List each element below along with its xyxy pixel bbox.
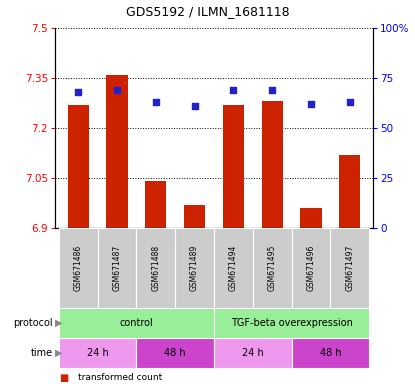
Bar [145, 181, 166, 228]
Point [308, 101, 314, 107]
Point [191, 103, 198, 109]
Text: control: control [120, 318, 153, 328]
Text: protocol: protocol [13, 318, 53, 328]
Text: GDS5192 / ILMN_1681118: GDS5192 / ILMN_1681118 [126, 5, 289, 18]
Point [152, 99, 159, 105]
Point [230, 87, 237, 93]
Bar [137, 338, 214, 368]
Bar [261, 101, 283, 228]
Text: time: time [31, 348, 53, 358]
Text: GSM671497: GSM671497 [345, 245, 354, 291]
Bar [223, 105, 244, 228]
Text: TGF-beta overexpression: TGF-beta overexpression [231, 318, 352, 328]
Text: GSM671488: GSM671488 [151, 245, 160, 291]
Bar [300, 208, 322, 228]
Bar [59, 338, 137, 368]
Bar [253, 228, 292, 308]
Text: ▶: ▶ [55, 318, 62, 328]
Bar [184, 205, 205, 228]
Bar [59, 308, 214, 338]
Bar [292, 228, 330, 308]
Bar [175, 228, 214, 308]
Bar [214, 308, 369, 338]
Text: ▶: ▶ [55, 348, 62, 358]
Text: GSM671494: GSM671494 [229, 245, 238, 291]
Bar [339, 155, 360, 228]
Text: GSM671495: GSM671495 [268, 245, 277, 291]
Text: 48 h: 48 h [320, 348, 341, 358]
Bar [330, 228, 369, 308]
Text: GSM671496: GSM671496 [306, 245, 315, 291]
Text: 48 h: 48 h [164, 348, 186, 358]
Text: 24 h: 24 h [87, 348, 109, 358]
Text: ■: ■ [59, 372, 68, 382]
Text: GSM671486: GSM671486 [74, 245, 83, 291]
Bar [59, 228, 98, 308]
Bar [292, 338, 369, 368]
Point [347, 99, 353, 105]
Text: GSM671487: GSM671487 [112, 245, 122, 291]
Point [114, 87, 120, 93]
Bar [137, 228, 175, 308]
Bar [106, 74, 128, 228]
Bar [68, 105, 89, 228]
Point [75, 89, 82, 95]
Bar [214, 228, 253, 308]
Text: transformed count: transformed count [78, 372, 162, 382]
Point [269, 87, 276, 93]
Text: 24 h: 24 h [242, 348, 264, 358]
Text: GSM671489: GSM671489 [190, 245, 199, 291]
Bar [98, 228, 137, 308]
Bar [214, 338, 292, 368]
